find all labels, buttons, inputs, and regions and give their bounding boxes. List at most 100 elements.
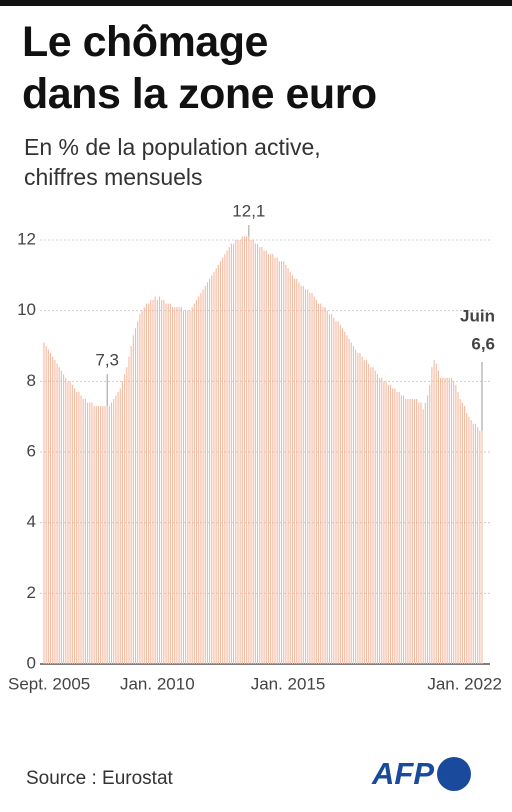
bar — [89, 402, 91, 664]
bar — [137, 321, 139, 664]
bar — [328, 314, 331, 664]
bar — [355, 349, 357, 664]
bar — [174, 307, 176, 664]
bar — [60, 370, 62, 664]
bar — [235, 240, 237, 664]
bar — [400, 395, 402, 664]
bar — [457, 391, 459, 664]
bar — [54, 360, 56, 664]
bar — [82, 399, 84, 664]
bar — [370, 367, 372, 664]
bar — [285, 264, 287, 664]
bar — [161, 300, 163, 664]
bar — [470, 420, 472, 664]
bar — [396, 391, 398, 664]
bar — [117, 391, 119, 664]
bar — [206, 282, 208, 664]
bar — [246, 236, 248, 664]
bar — [383, 381, 385, 664]
bar — [100, 406, 102, 664]
bar — [265, 250, 267, 664]
bar — [403, 395, 405, 664]
bar — [84, 399, 86, 664]
annotation: Juin — [460, 306, 495, 325]
bar — [154, 296, 156, 664]
value-label: 12,1 — [232, 201, 265, 220]
bar — [115, 395, 117, 664]
bar — [270, 254, 272, 664]
bar — [450, 377, 453, 664]
top-bar — [0, 0, 512, 6]
bar — [350, 342, 352, 664]
bar — [134, 328, 137, 664]
bar — [80, 395, 82, 664]
bar — [477, 427, 479, 664]
bar — [313, 296, 315, 664]
value-label: 7,3 — [95, 351, 119, 370]
y-tick-label: 0 — [27, 653, 36, 672]
title-line: dans la zone euro — [22, 70, 377, 118]
bar — [209, 278, 211, 664]
x-tick-label: Jan. 2010 — [120, 674, 195, 693]
bar — [446, 377, 448, 664]
bar — [337, 321, 339, 664]
bar — [152, 300, 154, 664]
bar — [300, 285, 302, 664]
bar — [222, 257, 224, 664]
bar — [453, 381, 455, 664]
bar — [217, 264, 219, 664]
bar — [422, 409, 424, 664]
bar — [111, 402, 113, 664]
bar — [433, 360, 435, 664]
bar — [182, 310, 185, 664]
bar — [461, 402, 463, 664]
y-tick-label: 8 — [27, 371, 36, 390]
bar — [158, 296, 161, 664]
bar — [141, 310, 143, 664]
bar — [93, 406, 95, 664]
bar — [324, 307, 326, 664]
bar — [420, 402, 422, 664]
bar — [280, 261, 283, 664]
bar — [464, 406, 466, 664]
bar — [335, 321, 337, 664]
bar — [163, 300, 165, 664]
bar — [128, 356, 130, 664]
subtitle-line: chiffres mensuels — [24, 164, 203, 190]
bar — [132, 335, 134, 664]
bar — [357, 353, 359, 664]
bar — [416, 399, 418, 664]
bar — [363, 360, 365, 664]
bar — [121, 381, 123, 664]
bar — [91, 402, 93, 664]
bar — [69, 381, 71, 664]
bar — [479, 430, 481, 664]
bar — [344, 331, 346, 664]
bar — [289, 271, 291, 664]
bar — [322, 307, 324, 664]
bar — [43, 342, 45, 664]
bar — [76, 391, 78, 664]
logo-dot — [437, 757, 471, 791]
bar — [431, 367, 433, 664]
bar — [165, 303, 167, 664]
bar — [202, 289, 204, 664]
bar — [63, 374, 65, 664]
bar — [263, 250, 265, 664]
bar — [426, 395, 429, 664]
bar — [376, 374, 378, 664]
bar — [198, 296, 200, 664]
bar — [278, 261, 280, 664]
bar — [287, 268, 289, 664]
bar — [65, 377, 67, 664]
bar — [211, 275, 213, 664]
bar — [187, 310, 189, 664]
bar — [407, 399, 409, 664]
bar — [248, 236, 250, 664]
bar — [309, 293, 311, 664]
bar — [437, 370, 439, 664]
bar — [49, 353, 52, 664]
bar — [119, 388, 121, 664]
bar — [204, 285, 206, 664]
